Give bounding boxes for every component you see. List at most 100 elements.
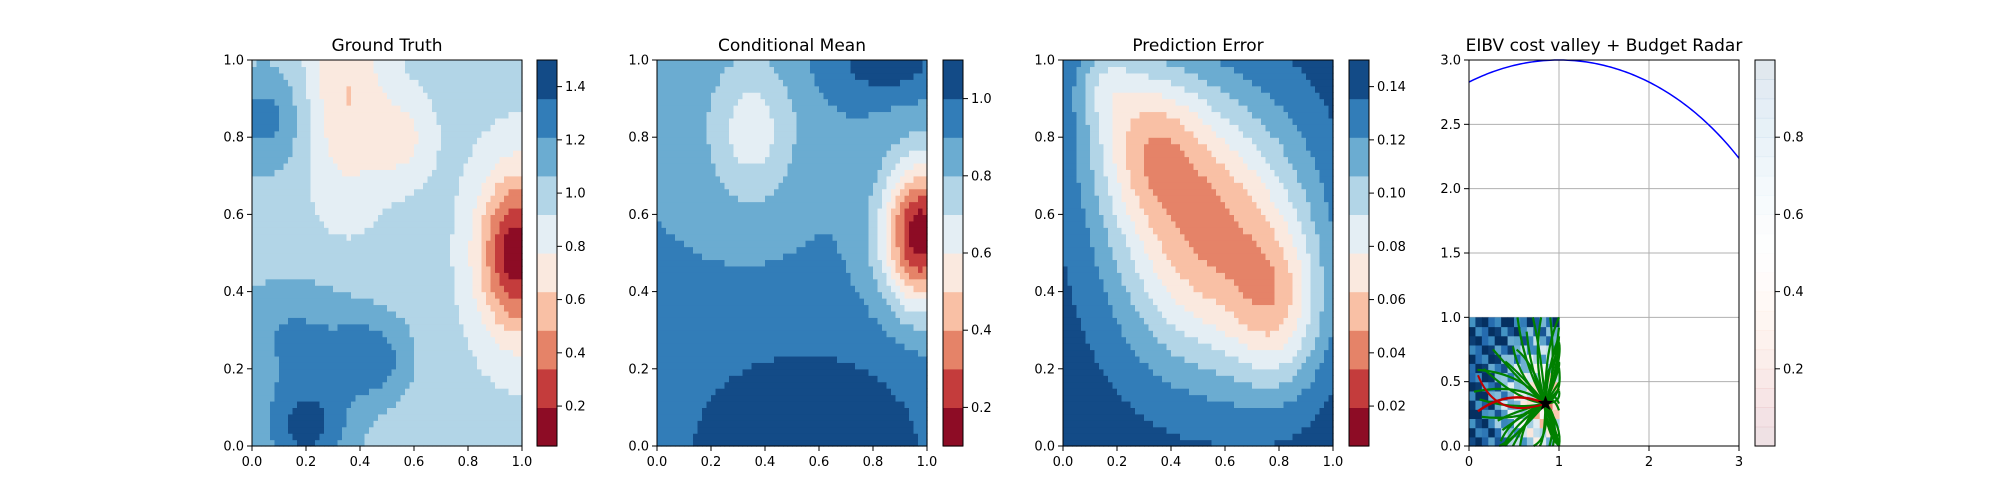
heat-cell (486, 150, 492, 158)
heat-cell (261, 413, 267, 421)
heat-cell (706, 285, 712, 293)
heat-cell (409, 92, 415, 100)
heat-cell (355, 355, 361, 363)
heat-cell (369, 259, 375, 267)
heat-cell (436, 291, 442, 299)
heat-cell (364, 156, 370, 164)
heat-cell (414, 117, 420, 125)
heat-cell (414, 130, 420, 138)
heat-cell (711, 79, 717, 87)
heat-cell (324, 143, 330, 151)
heat-cell (315, 381, 321, 389)
heat-cell (441, 426, 447, 434)
heat-cell (657, 117, 663, 125)
heat-cell (333, 240, 339, 248)
heat-cell (693, 150, 699, 158)
heat-cell (261, 156, 267, 164)
heat-cell (418, 298, 424, 306)
heat-cell (441, 291, 447, 299)
heat-cell (342, 111, 348, 119)
heat-cell (423, 433, 429, 441)
heat-cell (490, 310, 496, 318)
heat-cell (256, 98, 262, 106)
heat-cell (274, 227, 280, 235)
heat-cell (256, 66, 262, 74)
heat-cell (436, 72, 442, 80)
heat-cell (283, 368, 289, 376)
heat-cell (252, 336, 258, 344)
heat-cell (684, 278, 690, 286)
heat-cell (499, 85, 505, 93)
heat-cell (450, 233, 456, 241)
heat-cell (360, 72, 366, 80)
heat-cell (729, 72, 735, 80)
heat-cell (472, 285, 478, 293)
heat-cell (490, 420, 496, 428)
heat-cell (256, 156, 262, 164)
heat-cell (738, 375, 744, 383)
heat-cell (418, 98, 424, 106)
heat-cell (666, 233, 672, 241)
heat-cell (738, 298, 744, 306)
heat-cell (450, 253, 456, 261)
heat-cell (454, 143, 460, 151)
heat-cell (324, 111, 330, 119)
heat-cell (472, 407, 478, 415)
heat-cell (688, 188, 694, 196)
heat-cell (495, 400, 501, 408)
heat-cell (418, 394, 424, 402)
heat-cell (364, 79, 370, 87)
heat-cell (342, 278, 348, 286)
heat-cell (279, 426, 285, 434)
heat-cell (297, 394, 303, 402)
heat-cell (751, 175, 757, 183)
heat-cell (436, 394, 442, 402)
heat-cell (747, 381, 753, 389)
heat-cell (436, 278, 442, 286)
heat-cell (310, 291, 316, 299)
heat-cell (454, 220, 460, 228)
heat-cell (468, 278, 474, 286)
heat-cell (720, 278, 726, 286)
heat-cell (738, 240, 744, 248)
heat-cell (715, 394, 721, 402)
heat-cell (256, 72, 262, 80)
heat-cell (742, 150, 748, 158)
heat-cell (481, 394, 487, 402)
heat-cell (724, 285, 730, 293)
heat-cell (342, 265, 348, 273)
heat-cell (315, 214, 321, 222)
heat-cell (342, 388, 348, 396)
heat-cell (256, 137, 262, 145)
heat-cell (306, 343, 312, 351)
heat-cell (283, 343, 289, 351)
heat-cell (342, 259, 348, 267)
heat-cell (301, 253, 307, 261)
heat-cell (414, 362, 420, 370)
heat-cell (693, 278, 699, 286)
heat-cell (490, 426, 496, 434)
heat-cell (715, 349, 721, 357)
heat-cell (724, 150, 730, 158)
heat-cell (657, 381, 663, 389)
heat-cell (504, 323, 510, 331)
heat-cell (378, 130, 384, 138)
heat-cell (283, 439, 289, 447)
heat-cell (427, 72, 433, 80)
heat-cell (711, 195, 717, 203)
heat-cell (292, 304, 298, 312)
heat-cell (400, 240, 406, 248)
heat-cell (688, 60, 694, 68)
heat-cell (715, 317, 721, 325)
heat-cell (346, 362, 352, 370)
heat-cell (495, 278, 501, 286)
heat-cell (693, 381, 699, 389)
heat-cell (355, 137, 361, 145)
heat-cell (733, 323, 739, 331)
heat-cell (261, 407, 267, 415)
heat-cell (373, 175, 379, 183)
heat-cell (346, 272, 352, 280)
heat-cell (306, 330, 312, 338)
heat-cell (706, 240, 712, 248)
heat-cell (504, 439, 510, 447)
